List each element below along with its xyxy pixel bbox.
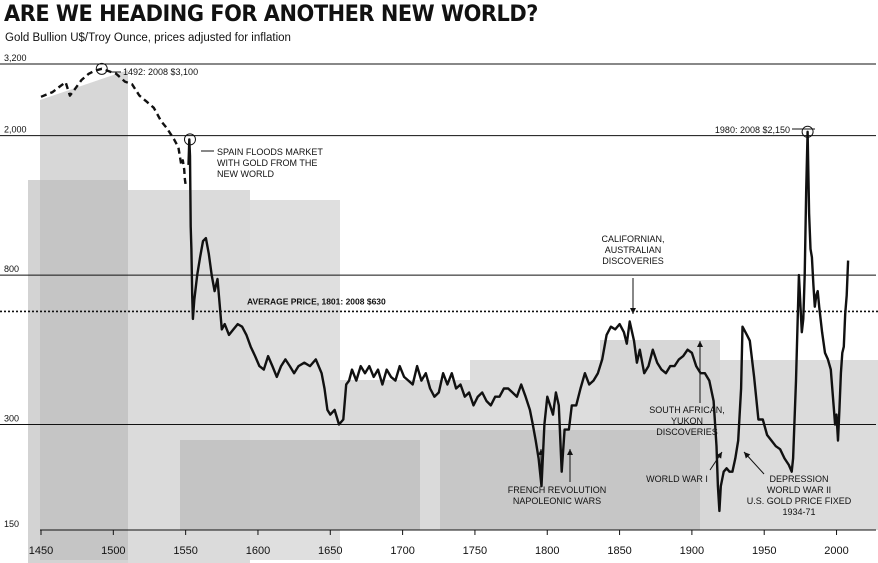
annotation-arrow-head [744,452,751,459]
annotation-text: SPAIN FLOODS MARKET WITH GOLD FROM THE NEW… [217,147,323,179]
annotation-text: 1980: 2008 $2,150 [715,125,790,135]
annotation-text-line: FRENCH REVOLUTION [508,485,607,495]
annotation-text-line: NAPOLEONIC WARS [513,496,601,506]
x-tick-label: 1850 [607,545,631,557]
price-series-line-dashed [40,67,187,185]
x-tick-label: 1750 [463,545,487,557]
annotation-marker-circle [95,62,108,75]
annotation-arrow-head [567,449,573,455]
annotation-text-line: 1492: 2008 $3,100 [123,67,198,77]
annotation-arrow-head [716,452,722,459]
annotation-text-line: DEPRESSION [769,474,828,484]
x-tick-label: 1650 [318,545,342,557]
y-tick-label: 150 [4,519,19,529]
annotation-text-line: NEW WORLD [217,169,274,179]
annotation-marker-circle [801,125,814,138]
x-tick-label: 1600 [246,545,270,557]
y-tick-label: 2,000 [4,125,27,135]
annotation-text-line: SOUTH AFRICAN, [649,405,725,415]
y-tick-label: 800 [4,264,19,274]
average-price-label: AVERAGE PRICE, 1801: 2008 $630 [247,296,386,306]
annotation-text: 1492: 2008 $3,100 [123,67,198,77]
annotation-arrow-head [538,449,544,455]
annotation-text: FRENCH REVOLUTION NAPOLEONIC WARS [508,485,607,506]
annotation-text-line: WORLD WAR I [646,474,708,484]
annotation-arrow-head [630,308,636,314]
annotation-text-line: YUKON [671,416,703,426]
gold-bar-shape-6 [720,360,878,530]
annotation-arrow-head [697,341,703,347]
annotation-text-line: 1980: 2008 $2,150 [715,125,790,135]
x-tick-label: 1700 [390,545,414,557]
y-tick-label: 300 [4,413,19,423]
annotation-text-line: DISCOVERIES [602,256,664,266]
x-tick-label: 1500 [101,545,125,557]
annotation-text: SOUTH AFRICAN, YUKON DISCOVERIES [649,405,725,437]
annotation-text: WORLD WAR I [646,474,708,484]
annotation-marker-circle [183,133,196,146]
annotation-text: DEPRESSION WORLD WAR II U.S. GOLD PRICE FI… [747,474,852,517]
y-tick-label: 3,200 [4,53,27,63]
x-tick-label: 1900 [680,545,704,557]
chart-title: ARE WE HEADING FOR ANOTHER NEW WORLD? [4,2,538,27]
x-tick-label: 1950 [752,545,776,557]
annotation-text-line: SPAIN FLOODS MARKET [217,147,323,157]
chart-subtitle: Gold Bullion U$/Troy Ounce, prices adjus… [5,32,291,44]
price-series-line-solid [187,130,850,513]
annotation-text-line: DISCOVERIES [656,427,718,437]
x-tick-label: 1450 [29,545,53,557]
gold-bar-shape-7 [180,440,420,530]
annotation-text-line: WITH GOLD FROM THE [217,158,317,168]
annotation-text: CALIFORNIAN, AUSTRALIAN DISCOVERIES [601,234,664,266]
annotation-text-line: WORLD WAR II [767,485,831,495]
x-tick-label: 2000 [824,545,848,557]
annotation-text-line: AUSTRALIAN [605,245,662,255]
x-tick-label: 1800 [535,545,559,557]
annotation-text-line: 1934-71 [782,507,815,517]
gold-bar-shape-left [40,70,128,560]
annotation-text-line: U.S. GOLD PRICE FIXED [747,496,852,506]
annotation-text-line: CALIFORNIAN, [601,234,664,244]
x-tick-label: 1550 [173,545,197,557]
